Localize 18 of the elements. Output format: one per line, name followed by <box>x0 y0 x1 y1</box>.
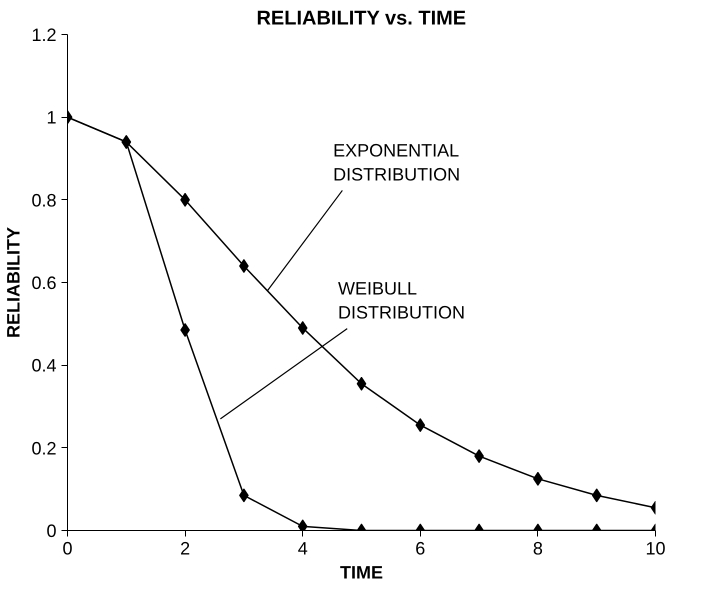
x-tick-label: 6 <box>415 538 426 558</box>
x-axis-title: TIME <box>340 562 383 582</box>
y-tick-label: 0.2 <box>31 438 57 458</box>
y-axis-title: RELIABILITY <box>3 227 24 338</box>
y-tick-label: 0.4 <box>31 356 57 376</box>
y-tick-label: 1.2 <box>31 25 57 45</box>
y-tick-label: 1 <box>46 108 57 128</box>
annotation: WEIBULL DISTRIBUTION <box>338 278 465 323</box>
y-tick-label: 0 <box>46 521 57 541</box>
chart-title: RELIABILITY vs. TIME <box>256 8 466 30</box>
x-tick-label: 2 <box>180 538 190 558</box>
x-tick-label: 0 <box>62 538 73 558</box>
annotation: EXPONENTIAL DISTRIBUTION <box>333 140 460 184</box>
y-tick-label: 0.8 <box>31 190 57 210</box>
y-tick-label: 0.6 <box>31 273 57 293</box>
x-tick-label: 8 <box>532 538 543 558</box>
x-tick-label: 4 <box>298 538 308 558</box>
x-tick-label: 10 <box>645 538 666 558</box>
